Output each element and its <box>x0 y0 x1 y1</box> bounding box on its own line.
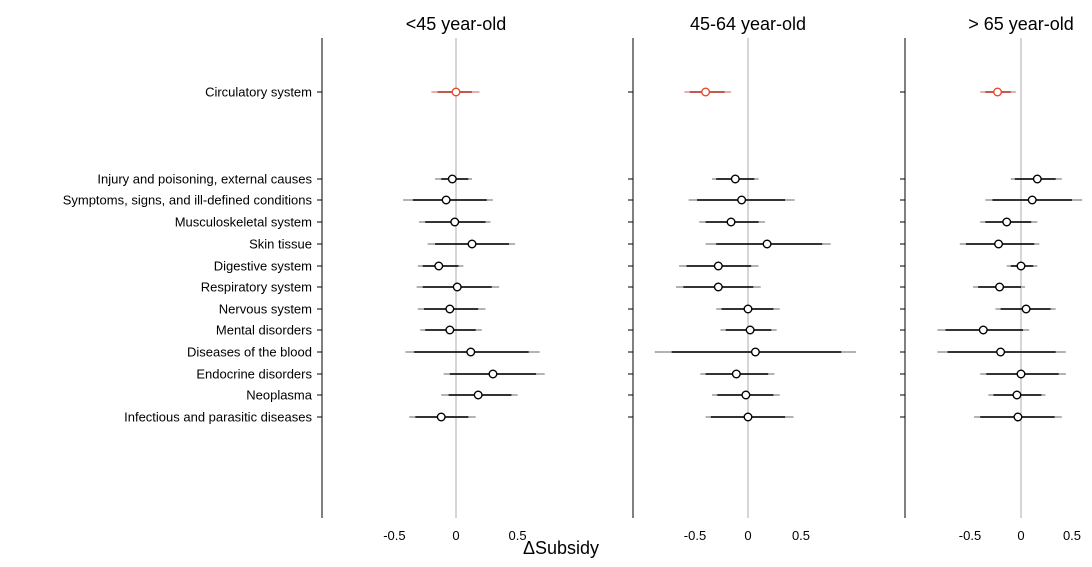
point-estimate <box>451 87 461 97</box>
category-label: Symptoms, signs, and ill-defined conditi… <box>63 193 313 208</box>
point-estimate <box>730 174 740 184</box>
category-label: Endocrine disorders <box>196 367 312 382</box>
x-tick-label: 0 <box>744 528 751 543</box>
point-estimate <box>1016 261 1026 271</box>
x-tick-label: -0.5 <box>383 528 405 543</box>
point-estimate <box>743 412 753 422</box>
point-estimate <box>1013 412 1023 422</box>
point-estimate <box>466 347 476 357</box>
point-estimate <box>762 239 772 249</box>
point-estimate <box>445 325 455 335</box>
panel-title: > 65 year-old <box>968 14 1074 34</box>
point-estimate <box>1002 217 1012 227</box>
point-estimate <box>467 239 477 249</box>
point-estimate <box>996 347 1006 357</box>
point-estimate <box>1012 390 1022 400</box>
point-estimate <box>745 325 755 335</box>
category-label: Infectious and parasitic diseases <box>124 410 312 425</box>
panels-layer: <45 year-old -0.5 0 0.5 Circulatory system In… <box>63 14 1083 543</box>
panel-1: <45 year-old -0.5 0 0.5 Circulatory system In… <box>63 14 545 543</box>
x-tick-label: 0.5 <box>509 528 527 543</box>
panel-title: <45 year-old <box>406 14 507 34</box>
point-estimate <box>445 304 455 314</box>
point-estimate <box>1021 304 1031 314</box>
x-tick-label: 0 <box>452 528 459 543</box>
point-estimate <box>447 174 457 184</box>
point-estimate <box>452 282 462 292</box>
point-estimate <box>750 347 760 357</box>
category-label: Musculoskeletal system <box>175 215 312 230</box>
point-estimate <box>1027 195 1037 205</box>
category-label: Digestive system <box>214 259 312 274</box>
point-estimate <box>737 195 747 205</box>
point-estimate <box>995 282 1005 292</box>
panel-3: > 65 year-old -0.5 0 0.5 <box>900 14 1083 543</box>
x-axis-label: ΔSubsidy <box>523 538 599 558</box>
category-label: Circulatory system <box>205 85 312 100</box>
point-estimate <box>726 217 736 227</box>
x-tick-label: -0.5 <box>959 528 981 543</box>
category-label: Neoplasma <box>246 388 313 403</box>
x-tick-label: 0.5 <box>792 528 810 543</box>
point-estimate <box>473 390 483 400</box>
point-estimate <box>450 217 460 227</box>
category-label: Skin tissue <box>249 237 312 252</box>
point-estimate <box>978 325 988 335</box>
x-tick-label: -0.5 <box>684 528 706 543</box>
point-estimate <box>1032 174 1042 184</box>
point-estimate <box>741 390 751 400</box>
category-label: Diseases of the blood <box>187 345 312 360</box>
point-estimate <box>1016 369 1026 379</box>
panel-title: 45-64 year-old <box>690 14 806 34</box>
category-label: Nervous system <box>219 302 312 317</box>
point-estimate <box>743 304 753 314</box>
point-estimate <box>434 261 444 271</box>
category-label: Respiratory system <box>201 280 312 295</box>
panel-2: 45-64 year-old -0.5 0 0.5 <box>628 14 857 543</box>
point-estimate <box>436 412 446 422</box>
point-estimate <box>994 239 1004 249</box>
x-tick-label: 0 <box>1017 528 1024 543</box>
point-estimate <box>713 261 723 271</box>
category-label: Mental disorders <box>216 323 313 338</box>
point-estimate <box>993 87 1003 97</box>
point-estimate <box>701 87 711 97</box>
category-label: Injury and poisoning, external causes <box>97 172 312 187</box>
point-estimate <box>441 195 451 205</box>
point-estimate <box>731 369 741 379</box>
point-estimate <box>713 282 723 292</box>
point-estimate <box>488 369 498 379</box>
x-tick-label: 0.5 <box>1063 528 1081 543</box>
